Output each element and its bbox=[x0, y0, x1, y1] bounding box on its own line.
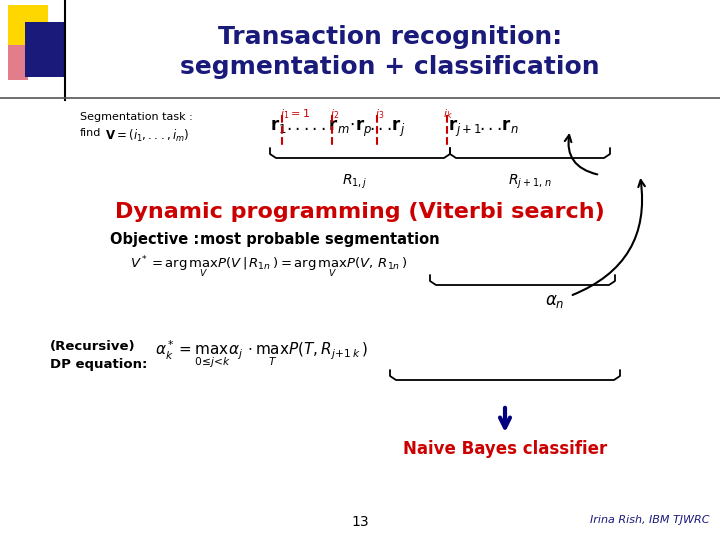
Text: Transaction recognition:: Transaction recognition: bbox=[218, 25, 562, 49]
Text: $\mathbf{V}=(i_1,...,i_m)$: $\mathbf{V}=(i_1,...,i_m)$ bbox=[105, 128, 189, 144]
Text: (Recursive): (Recursive) bbox=[50, 340, 135, 353]
Text: $R_{1,j}$: $R_{1,j}$ bbox=[342, 173, 368, 191]
Text: $R_{j+1,\,n}$: $R_{j+1,\,n}$ bbox=[508, 173, 552, 191]
Text: $i_2$: $i_2$ bbox=[330, 107, 339, 121]
Text: Irina Rish, IBM TJWRC: Irina Rish, IBM TJWRC bbox=[590, 515, 710, 525]
Text: $V^* = \arg\max_V P(V\,|\,R_{1n}) = \arg\max_V P(V,\,R_{1n})$: $V^* = \arg\max_V P(V\,|\,R_{1n}) = \arg… bbox=[130, 255, 408, 280]
Text: Objective :: Objective : bbox=[110, 232, 204, 247]
Text: $i_k$: $i_k$ bbox=[443, 107, 453, 121]
Bar bbox=[8, 35, 28, 80]
Text: Segmentation task :: Segmentation task : bbox=[80, 112, 193, 122]
Text: most probable segmentation: most probable segmentation bbox=[200, 232, 440, 247]
Text: Naive Bayes classifier: Naive Bayes classifier bbox=[403, 440, 607, 458]
Text: $\mathbf{r}_1.....\mathbf{r}_m\!\cdot\!\mathbf{r}_p\!...\!\mathbf{r}_j$: $\mathbf{r}_1.....\mathbf{r}_m\!\cdot\!\… bbox=[270, 118, 405, 139]
Text: $i_3$: $i_3$ bbox=[375, 107, 384, 121]
Text: segmentation + classification: segmentation + classification bbox=[180, 55, 600, 79]
Text: $\alpha_n$: $\alpha_n$ bbox=[545, 292, 564, 310]
Bar bbox=[25, 22, 65, 77]
Text: $\mathbf{r}_{j+1}\!...\!\mathbf{r}_n$: $\mathbf{r}_{j+1}\!...\!\mathbf{r}_n$ bbox=[448, 118, 519, 139]
Text: $\alpha_k^* = \max_{0\leq j<k} \alpha_j \cdot \max_T P(T,R_{j+1\;k})$: $\alpha_k^* = \max_{0\leq j<k} \alpha_j … bbox=[155, 338, 369, 370]
Bar bbox=[8, 5, 48, 45]
Text: DP equation:: DP equation: bbox=[50, 358, 148, 371]
Text: Dynamic programming (Viterbi search): Dynamic programming (Viterbi search) bbox=[115, 202, 605, 222]
Text: 13: 13 bbox=[351, 515, 369, 529]
Text: find: find bbox=[80, 128, 102, 138]
Text: $i_1=1$: $i_1=1$ bbox=[280, 107, 310, 121]
